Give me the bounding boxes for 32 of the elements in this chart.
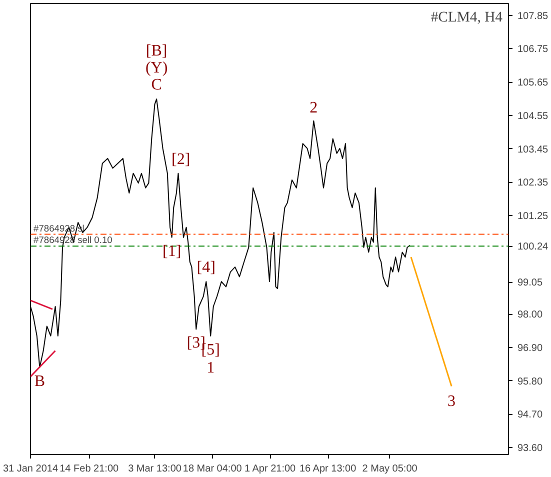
x-tick-label: 3 Mar 13:00 [128, 464, 182, 474]
annotation: [B] [146, 42, 168, 60]
y-tick-label: 98.00 [518, 310, 543, 321]
chart-title: #CLM4, H4 [430, 10, 504, 26]
y-tick-label: 95.80 [518, 376, 543, 388]
annotation: B [34, 372, 46, 390]
x-tick-label: 16 Apr 13:00 [299, 464, 357, 474]
x-tick-label: 31 Jan 2014 [2, 464, 58, 474]
x-tick-label: 14 Feb 21:00 [60, 464, 120, 474]
annotation: (Y) [145, 60, 168, 77]
annotation: [1] [162, 242, 182, 260]
y-tick-label: 105.65 [518, 78, 549, 89]
annotation: [2] [172, 150, 190, 168]
x-tick-label: 2 May 05:00 [362, 464, 418, 474]
y-tick-label: 106.75 [518, 44, 549, 56]
y-tick-label: 93.60 [518, 443, 543, 454]
annotation: 1 [206, 359, 215, 376]
annotation: 3 [448, 392, 456, 410]
annotation: [4] [196, 259, 216, 276]
y-tick-label: 102.35 [518, 178, 549, 189]
y-tick-label: 104.55 [518, 110, 549, 122]
y-tick-label: 101.25 [518, 211, 549, 222]
y-tick-label: 100.24 [518, 242, 549, 253]
y-tick-label: 99.05 [518, 278, 543, 289]
x-tick-label: 18 Mar 04:00 [182, 464, 242, 474]
annotation: 2 [310, 99, 318, 116]
annotation: C [151, 76, 162, 94]
y-tick-label: 94.70 [518, 410, 543, 421]
x-tick-label: 1 Apr 21:00 [244, 464, 296, 474]
y-tick-label: 103.45 [518, 144, 549, 156]
y-tick-label: 107.85 [518, 10, 549, 22]
y-tick-label: 96.90 [518, 342, 543, 354]
